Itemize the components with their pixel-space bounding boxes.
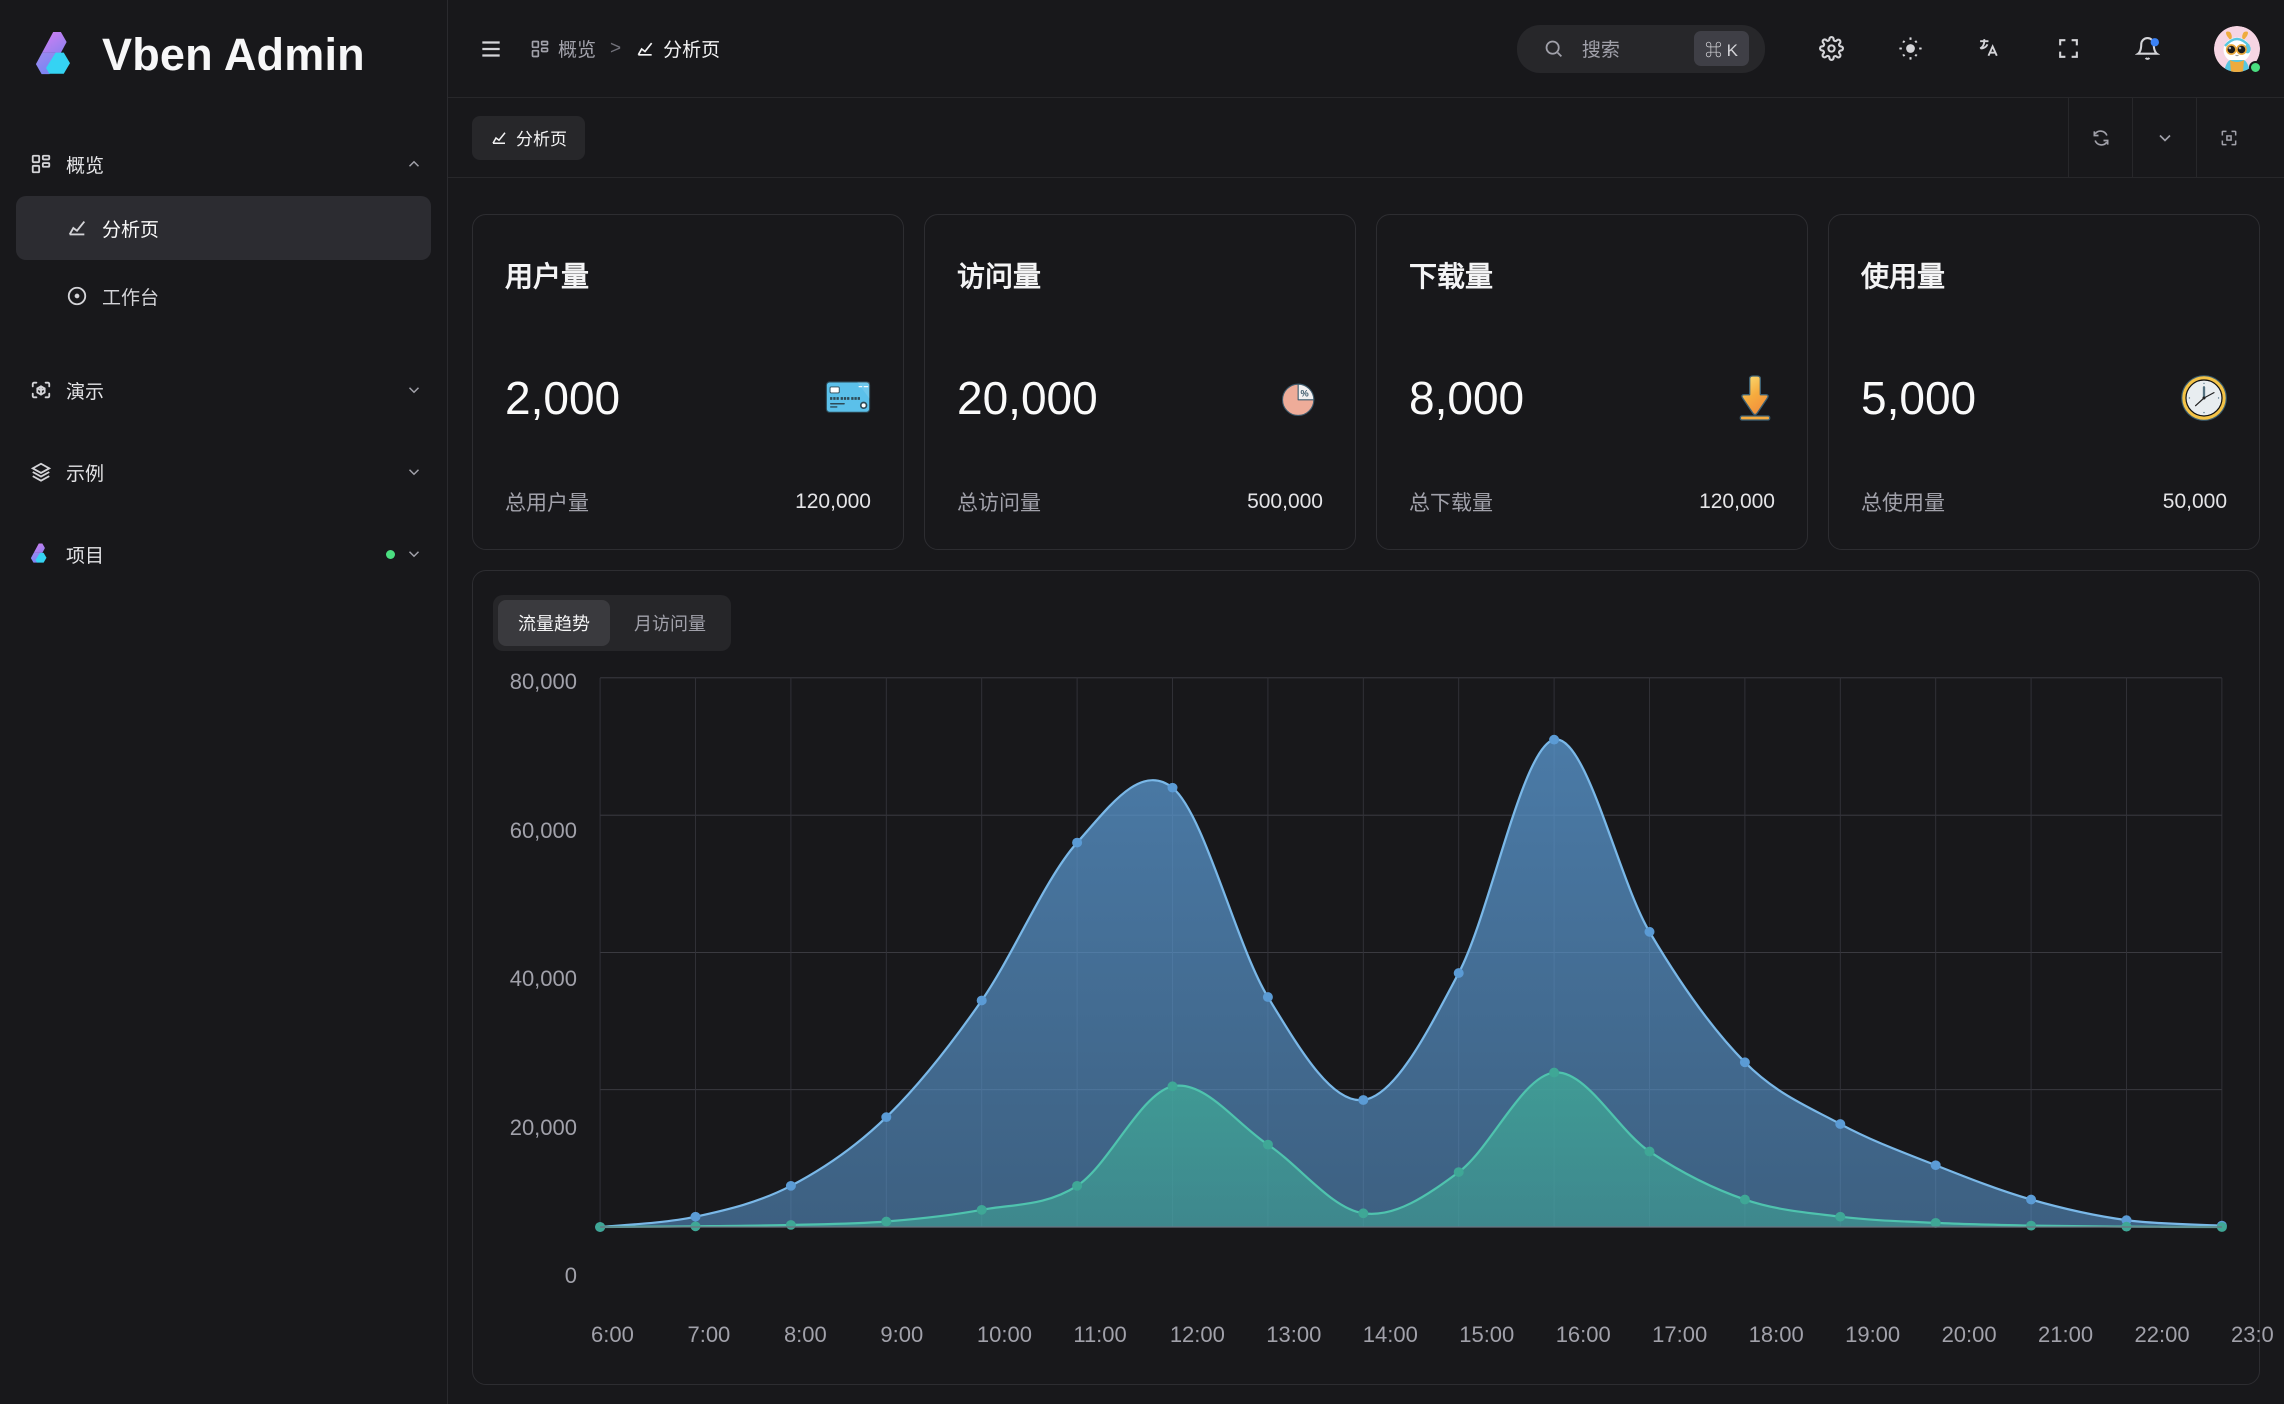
svg-text:%: % <box>1300 389 1308 399</box>
